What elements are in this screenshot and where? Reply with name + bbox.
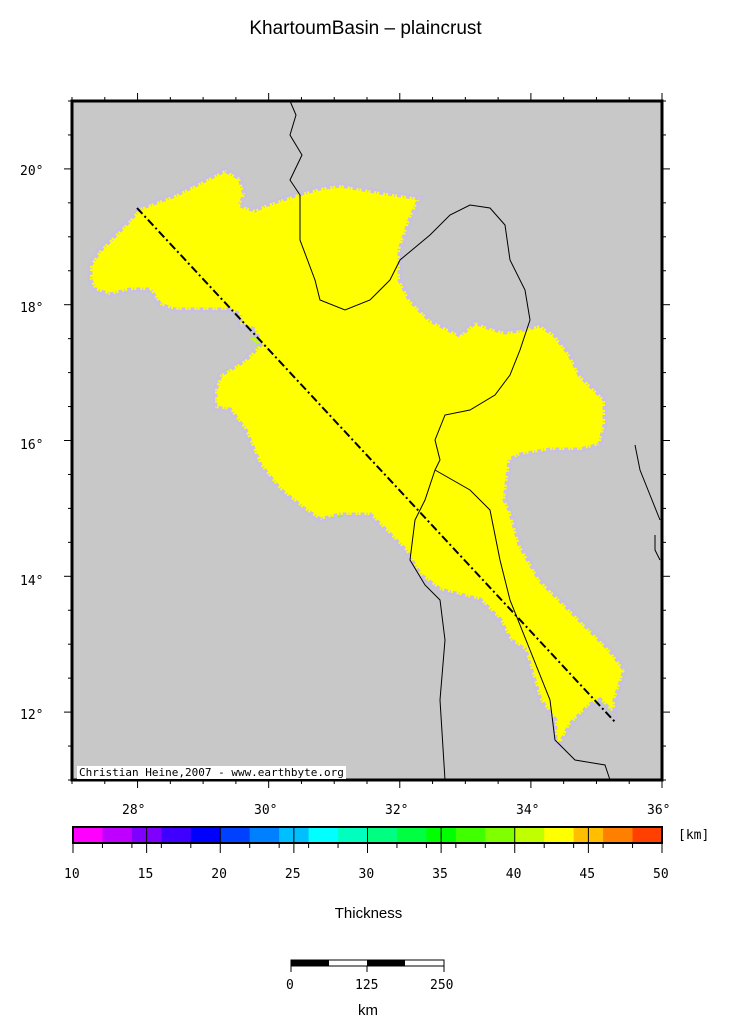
colorbar-swatch [102, 827, 133, 843]
colorbar-swatch [338, 827, 368, 843]
credit-text: Christian Heine,2007 - www.earthbyte.org [77, 766, 346, 779]
colorbar-label: Thickness [334, 905, 403, 922]
lon-label: 36° [647, 803, 671, 818]
lat-label: 20° [20, 164, 44, 179]
colorbar-tick-label: 20 [211, 867, 227, 882]
lat-label: 12° [20, 708, 44, 723]
lat-label: 16° [20, 438, 44, 453]
white-nile-river [409, 469, 446, 781]
border-line [634, 444, 661, 521]
scale-bar-segment [291, 960, 329, 966]
lat-label: 18° [20, 301, 44, 316]
profile-line [136, 207, 616, 723]
colorbar-swatch [514, 827, 545, 843]
colorbar-swatch [73, 827, 103, 843]
colorbar-tick-label: 40 [505, 867, 522, 882]
colorbar-swatch [367, 827, 398, 843]
colorbar-swatch [161, 827, 192, 843]
colorbar-swatch [632, 827, 663, 843]
colorbar-tick-label: 15 [137, 867, 154, 882]
colorbar-swatch [249, 827, 280, 843]
lon-label: 34° [516, 803, 540, 818]
lon-label: 28° [122, 803, 146, 818]
colorbar-tick-label: 10 [64, 867, 80, 882]
colorbar-tick-label: 35 [432, 867, 448, 882]
colorbar-tick-label: 25 [284, 867, 301, 882]
nile-river [289, 100, 531, 471]
scale-bar-segment [367, 960, 405, 966]
scale-label: 250 [430, 978, 454, 993]
colorbar-swatch [220, 827, 251, 843]
colorbar-swatch [396, 827, 427, 843]
basin-thickness-grid [87, 167, 628, 750]
colorbar-tick-label: 30 [358, 867, 375, 882]
colorbar-swatch [485, 827, 516, 843]
colorbar-tick-label: 50 [653, 867, 669, 882]
colorbar-unit: [km] [678, 828, 710, 843]
lat-label: 14° [20, 574, 44, 589]
colorbar-swatch [544, 827, 575, 843]
frame-ticks [64, 93, 670, 788]
colorbar-swatch [455, 827, 486, 843]
colorbar-swatch [190, 827, 221, 843]
lon-label: 30° [254, 803, 278, 818]
border-line [654, 535, 661, 561]
scale-label: 0 [286, 978, 294, 993]
rivers-and-borders [289, 100, 661, 781]
map-title: KhartoumBasin – plaincrust [249, 18, 482, 39]
lon-label: 32° [385, 803, 409, 818]
blue-nile-river [434, 469, 611, 781]
scale-bar [290, 959, 445, 972]
colorbar-swatch [308, 827, 339, 843]
scale-label: 125 [355, 978, 379, 993]
colorbar-tick-label: 45 [579, 867, 596, 882]
scale-unit: km [358, 1002, 378, 1019]
colorbar-swatch [603, 827, 634, 843]
colorbar [72, 826, 663, 853]
